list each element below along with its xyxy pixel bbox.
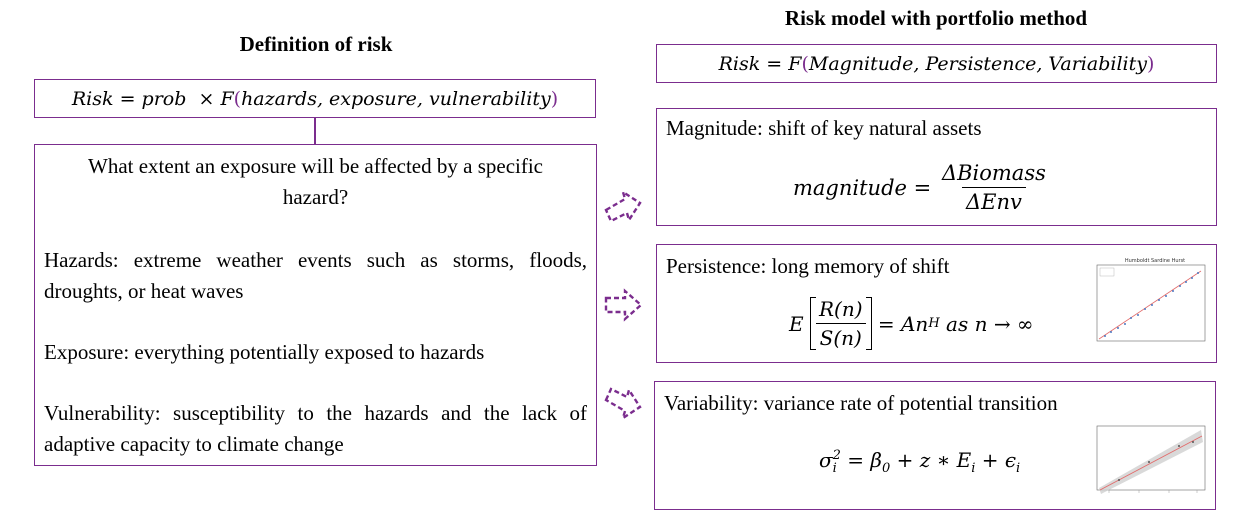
magnitude-title: Magnitude: shift of key natural assets <box>666 116 982 140</box>
persistence-rhs: = An <box>877 311 929 336</box>
risk-definition-formula: Risk = prob × F(hazards, exposure, vulne… <box>34 79 596 118</box>
var-subE: i <box>971 461 976 476</box>
formula-lhs: Risk <box>71 87 114 110</box>
persistence-box: Persistence: long memory of shift E R(n)… <box>656 244 1217 363</box>
magnitude-eq: = <box>913 175 932 200</box>
magnitude-num: ΔBiomass <box>941 161 1046 185</box>
persistence-title: Persistence: long memory of shift <box>666 254 950 278</box>
definition-hazards: Hazards: extreme weather events such as … <box>44 248 587 303</box>
var-end: + ϵ <box>981 448 1017 472</box>
var-subeps: i <box>1016 461 1021 476</box>
model-formula-eq: = <box>766 52 783 75</box>
persistence-num: R(n) <box>818 297 863 321</box>
hurst-plot-title: Humboldt Sardine Hurst <box>1125 258 1185 264</box>
var-sup2: 2 <box>832 447 841 463</box>
persistence-den: S(n) <box>815 323 866 350</box>
connector-line <box>314 118 316 145</box>
formula-times: × <box>198 87 215 110</box>
var-rest: = β <box>847 448 882 472</box>
var-subi: i <box>832 460 837 476</box>
variability-title: Variability: variance rate of potential … <box>664 391 1058 415</box>
definition-question: What extent an exposure will be affected… <box>88 154 543 209</box>
var-sigma: σ <box>819 448 833 472</box>
risk-model-formula: Risk = F(Magnitude, Persistence, Variabi… <box>656 44 1217 83</box>
magnitude-box: Magnitude: shift of key natural assets m… <box>656 108 1217 226</box>
variability-box: Variability: variance rate of potential … <box>654 381 1216 510</box>
arrow-to-magnitude-icon <box>604 190 642 223</box>
magnitude-formula: magnitude = ΔBiomass ΔEnv <box>793 161 1050 214</box>
left-heading: Definition of risk <box>239 32 393 56</box>
formula-F: F <box>220 87 234 110</box>
model-formula-lhs: Risk <box>718 52 761 75</box>
definition-exposure: Exposure: everything potentially exposed… <box>44 340 485 364</box>
magnitude-lhs: magnitude <box>793 175 907 200</box>
var-mid: + z ∗ E <box>896 448 972 472</box>
arrow-to-variability-icon <box>604 387 642 420</box>
persistence-tail: as n → ∞ <box>946 311 1034 336</box>
persistence-sup: H <box>928 316 940 331</box>
arrow-to-persistence-icon <box>604 288 643 322</box>
formula-eq: = <box>119 87 136 110</box>
var-sub0: 0 <box>881 461 891 476</box>
definition-vulnerability: Vulnerability: susceptibility to the haz… <box>44 401 587 456</box>
variability-plot-thumbnail <box>1089 422 1209 504</box>
definition-box: What extent an exposure will be affected… <box>34 144 597 466</box>
persistence-formula: E R(n) S(n) = An H as n → ∞ <box>789 297 1034 350</box>
formula-args: hazards, exposure, vulnerability <box>241 87 551 110</box>
model-formula-F: F <box>788 52 802 75</box>
magnitude-den: ΔEnv <box>961 187 1026 214</box>
right-heading: Risk model with portfolio method <box>784 6 1088 30</box>
persistence-E: E <box>789 311 804 336</box>
model-formula-args: Magnitude, Persistence, Variability <box>808 52 1147 75</box>
hurst-plot-thumbnail: Humboldt Sardine Hurst <box>1085 255 1210 355</box>
formula-prob: prob <box>141 87 187 110</box>
